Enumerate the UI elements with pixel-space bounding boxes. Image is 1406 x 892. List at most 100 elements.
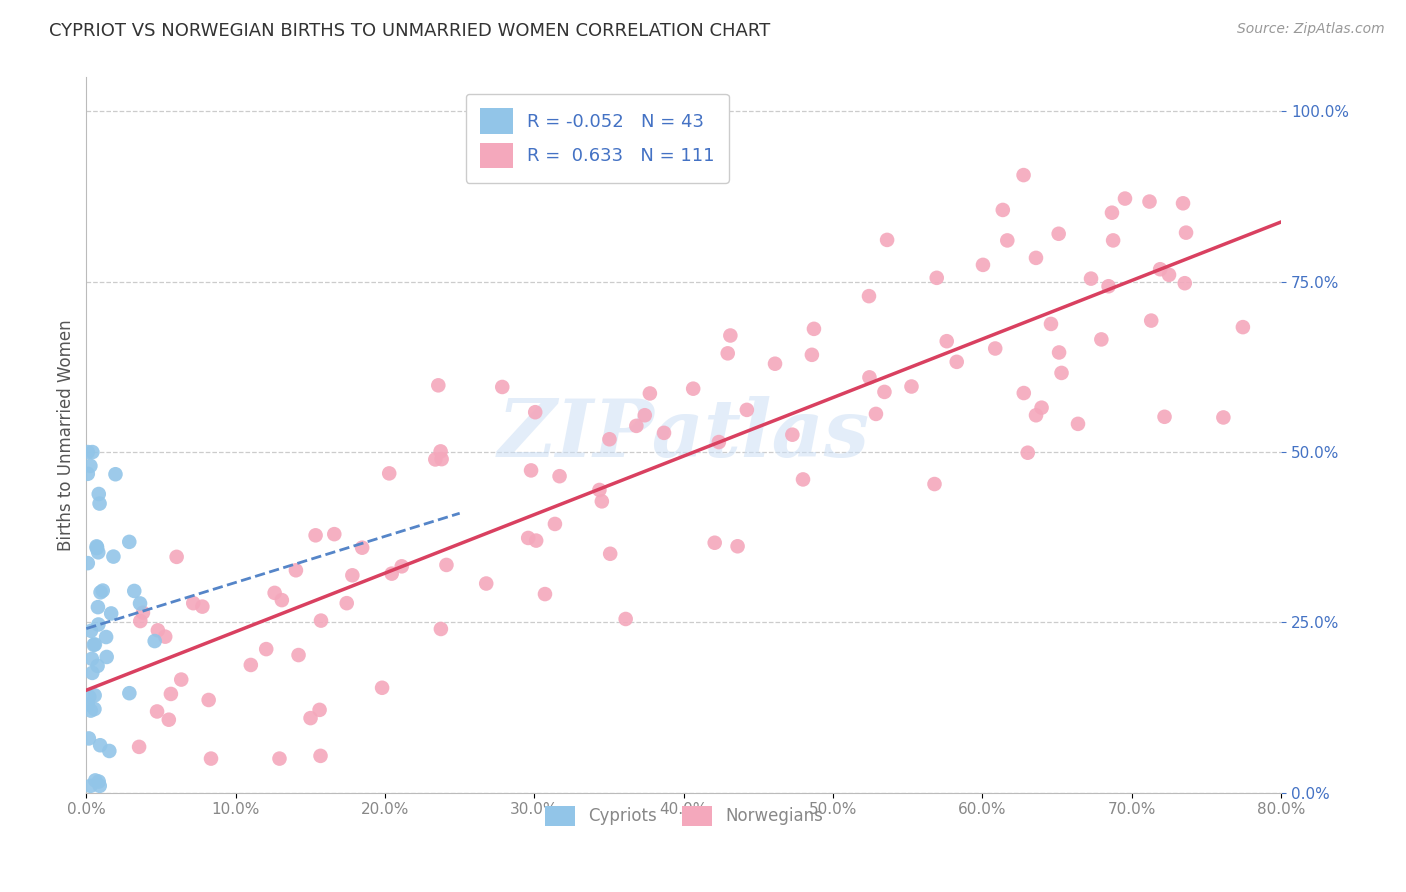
Point <box>83 638 105 652</box>
Point <box>900 379 922 393</box>
Point <box>82 445 104 459</box>
Point <box>197 693 219 707</box>
Point <box>98 744 121 758</box>
Point <box>304 528 326 542</box>
Point <box>1174 277 1197 291</box>
Point <box>782 427 804 442</box>
Point <box>86 540 108 554</box>
Point <box>309 748 332 763</box>
Point <box>1171 196 1194 211</box>
Point <box>652 425 675 440</box>
Point <box>87 487 110 501</box>
Point <box>727 539 749 553</box>
Point <box>170 673 193 687</box>
Point <box>309 614 332 628</box>
Point <box>166 549 188 564</box>
Point <box>1047 345 1070 359</box>
Point <box>1017 446 1039 460</box>
Point <box>803 322 825 336</box>
Point <box>707 435 730 450</box>
Point <box>1080 271 1102 285</box>
Point <box>425 452 447 467</box>
Point <box>544 516 567 531</box>
Point <box>299 711 322 725</box>
Point <box>96 650 118 665</box>
Point <box>1232 320 1254 334</box>
Point <box>391 559 413 574</box>
Point <box>1212 410 1234 425</box>
Point <box>517 531 540 545</box>
Point <box>87 617 110 632</box>
Point <box>191 599 214 614</box>
Point <box>524 405 547 419</box>
Point <box>876 233 898 247</box>
Point <box>1039 317 1062 331</box>
Point <box>87 545 110 559</box>
Point <box>79 779 101 793</box>
Point <box>287 648 309 662</box>
Text: Source: ZipAtlas.com: Source: ZipAtlas.com <box>1237 22 1385 37</box>
Point <box>83 702 105 716</box>
Point <box>1012 386 1035 401</box>
Point <box>1025 409 1047 423</box>
Point <box>87 600 110 615</box>
Point <box>1102 234 1125 248</box>
Point <box>76 467 98 481</box>
Point <box>972 258 994 272</box>
Point <box>1097 279 1119 293</box>
Point <box>84 773 107 788</box>
Point <box>381 566 404 581</box>
Text: CYPRIOT VS NORWEGIAN BIRTHS TO UNMARRIED WOMEN CORRELATION CHART: CYPRIOT VS NORWEGIAN BIRTHS TO UNMARRIED… <box>49 22 770 40</box>
Point <box>263 586 285 600</box>
Point <box>588 483 610 497</box>
Point <box>491 380 513 394</box>
Point <box>153 630 176 644</box>
Point <box>160 687 183 701</box>
Point <box>865 407 887 421</box>
Point <box>429 444 451 458</box>
Point <box>735 403 758 417</box>
Point <box>239 657 262 672</box>
Point <box>873 384 896 399</box>
Point <box>935 334 957 349</box>
Y-axis label: Births to Unmarried Women: Births to Unmarried Women <box>58 319 75 551</box>
Point <box>323 527 346 541</box>
Point <box>858 289 880 303</box>
Point <box>77 690 100 704</box>
Point <box>83 637 105 651</box>
Point <box>1139 194 1161 209</box>
Point <box>89 738 111 752</box>
Point <box>76 698 98 712</box>
Point <box>634 409 657 423</box>
Point <box>1153 409 1175 424</box>
Point <box>534 587 557 601</box>
Legend: Cypriots, Norwegians: Cypriots, Norwegians <box>536 797 831 834</box>
Point <box>91 583 114 598</box>
Point <box>599 547 621 561</box>
Point <box>269 751 291 765</box>
Point <box>1090 333 1112 347</box>
Point <box>80 652 103 666</box>
Point <box>1175 226 1198 240</box>
Point <box>118 534 141 549</box>
Point <box>284 563 307 577</box>
Point <box>717 346 740 360</box>
Point <box>924 477 946 491</box>
Point <box>103 549 125 564</box>
Point <box>80 624 103 638</box>
Point <box>718 328 741 343</box>
Point <box>591 494 613 508</box>
Point <box>427 378 450 392</box>
Point <box>925 270 948 285</box>
Point <box>146 624 169 638</box>
Point <box>430 622 453 636</box>
Point <box>100 607 122 621</box>
Point <box>991 202 1014 217</box>
Point <box>132 606 155 620</box>
Point <box>143 634 166 648</box>
Point <box>129 596 152 610</box>
Point <box>104 467 127 482</box>
Point <box>87 774 110 789</box>
Point <box>858 370 880 384</box>
Point <box>80 704 103 718</box>
